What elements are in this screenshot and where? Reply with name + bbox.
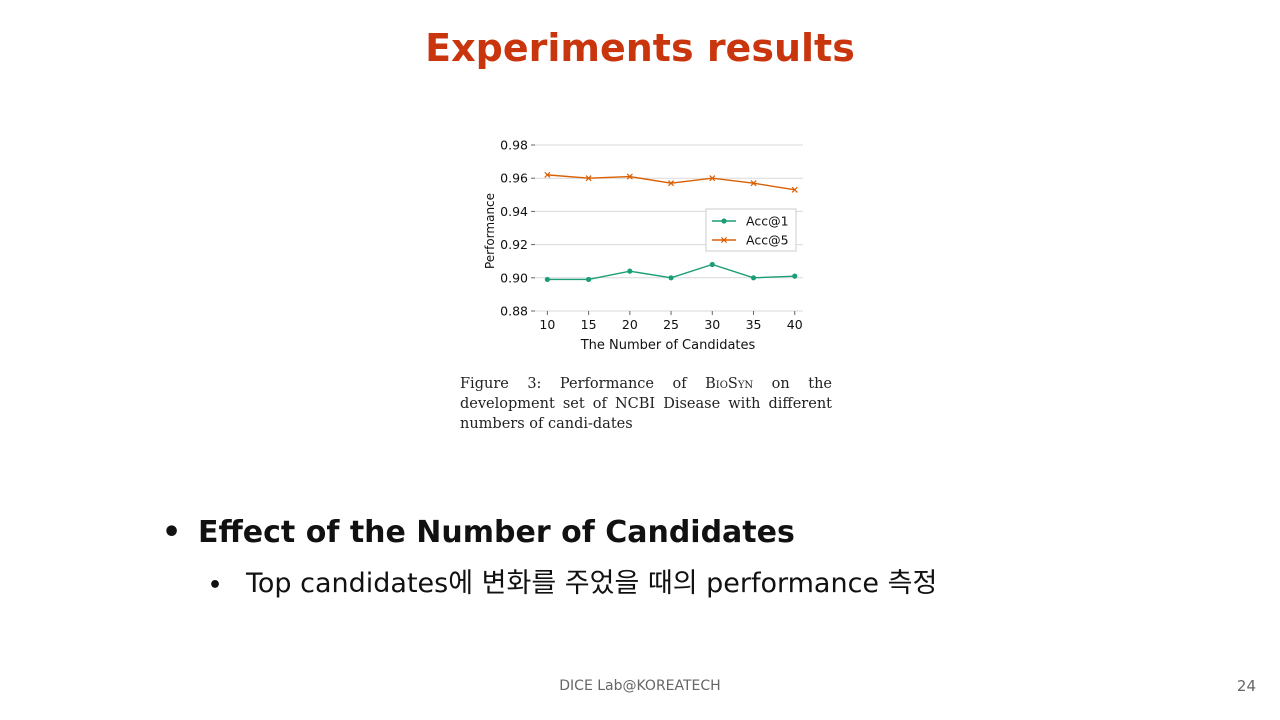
legend-label: Acc@1 bbox=[746, 214, 789, 229]
legend-box bbox=[705, 208, 797, 252]
slide-title: Experiments results bbox=[425, 26, 855, 70]
series-lines bbox=[544, 171, 798, 283]
legend-label: Acc@5 bbox=[746, 233, 789, 248]
data-point bbox=[544, 171, 551, 178]
footer-text: DICE Lab@KOREATECH bbox=[559, 678, 721, 694]
data-point bbox=[709, 261, 715, 268]
x-marker-stroke bbox=[709, 175, 716, 182]
data-point bbox=[585, 175, 592, 182]
bullet-marker: • bbox=[162, 515, 182, 550]
y-tick-label: 0.88 bbox=[500, 304, 528, 319]
data-point bbox=[626, 173, 633, 180]
data-point bbox=[709, 175, 716, 182]
data-point bbox=[791, 186, 798, 193]
data-point bbox=[750, 180, 757, 187]
x-axis-label: The Number of Candidates bbox=[580, 338, 756, 353]
x-marker-stroke bbox=[750, 180, 757, 187]
data-point bbox=[586, 276, 592, 283]
x-marker-stroke bbox=[626, 173, 633, 180]
legend: Acc@1 Acc@5 bbox=[705, 208, 797, 252]
bullet-sub: • Top candidates에 변화를 주었을 때의 performance… bbox=[208, 561, 937, 600]
data-point bbox=[544, 276, 550, 283]
axes: 0.88 0.90 0.92 0.94 0.96 0.98 10 15 20 25 30 35 40 bbox=[500, 138, 803, 333]
legend-marker bbox=[721, 218, 727, 224]
data-point bbox=[627, 268, 633, 274]
performance-line-chart: 0.88 0.90 0.92 0.94 0.96 0.98 10 15 20 25 30 35 40 A… bbox=[483, 138, 803, 353]
x-tick-label: 10 bbox=[539, 317, 555, 332]
x-marker-stroke bbox=[668, 180, 675, 187]
data-point bbox=[668, 180, 675, 187]
caption-prefix: Figure 3: Performance of bbox=[460, 376, 706, 392]
x-tick-label: 40 bbox=[787, 317, 803, 332]
bullet-main-text: Effect of the Number of Candidates bbox=[198, 515, 795, 550]
x-tick-label: 35 bbox=[746, 317, 762, 332]
x-tick-label: 30 bbox=[704, 317, 720, 332]
x-tick-label: 15 bbox=[581, 317, 597, 332]
x-tick-label: 25 bbox=[663, 317, 679, 332]
y-axis-label: Performance bbox=[483, 193, 497, 269]
y-tick-label: 0.92 bbox=[500, 237, 528, 252]
caption-suffix: on the development set of NCBI Disease w… bbox=[460, 376, 832, 432]
y-tick-label: 0.96 bbox=[500, 171, 528, 186]
x-tick-label: 20 bbox=[622, 317, 638, 332]
bullet-marker: • bbox=[208, 573, 223, 598]
data-point bbox=[668, 275, 674, 281]
caption-model-name: BioSyn bbox=[705, 376, 754, 392]
data-point bbox=[750, 275, 757, 281]
data-point bbox=[792, 273, 798, 279]
y-tick-label: 0.90 bbox=[500, 270, 528, 285]
legend-marker bbox=[720, 236, 728, 244]
x-marker-stroke bbox=[544, 171, 551, 178]
y-tick-label: 0.94 bbox=[500, 204, 528, 219]
x-marker-stroke bbox=[585, 175, 592, 182]
page-number: 24 bbox=[1236, 677, 1256, 695]
bullet-main: • Effect of the Number of Candidates bbox=[162, 515, 795, 550]
grid-lines bbox=[535, 144, 803, 312]
figure-caption: Figure 3: Performance of BioSyn on the d… bbox=[460, 374, 832, 434]
bullet-sub-text: Top candidates에 변화를 주었을 때의 performance 측… bbox=[246, 568, 938, 599]
x-marker-stroke bbox=[791, 186, 798, 193]
y-tick-label: 0.98 bbox=[500, 138, 528, 153]
